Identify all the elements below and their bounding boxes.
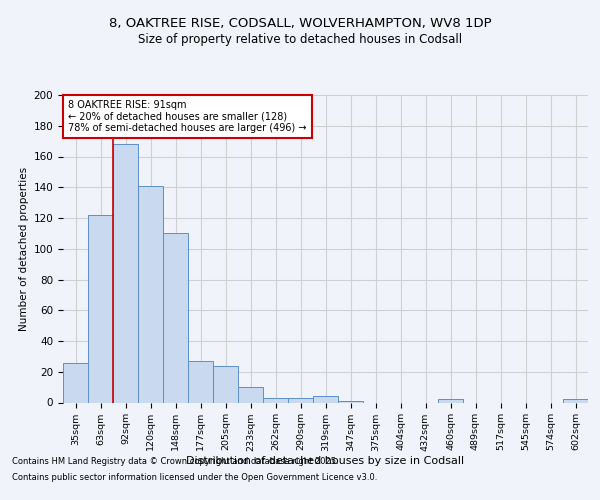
Bar — [63, 362, 88, 403]
Bar — [438, 400, 463, 402]
Bar — [563, 400, 588, 402]
Bar — [88, 215, 113, 402]
Text: Size of property relative to detached houses in Codsall: Size of property relative to detached ho… — [138, 32, 462, 46]
Bar — [138, 186, 163, 402]
Bar — [163, 234, 188, 402]
X-axis label: Distribution of detached houses by size in Codsall: Distribution of detached houses by size … — [187, 456, 464, 466]
Bar — [263, 398, 288, 402]
Bar — [313, 396, 338, 402]
Bar — [113, 144, 138, 403]
Bar — [188, 361, 213, 403]
Bar — [213, 366, 238, 403]
Bar — [238, 387, 263, 402]
Text: 8, OAKTREE RISE, CODSALL, WOLVERHAMPTON, WV8 1DP: 8, OAKTREE RISE, CODSALL, WOLVERHAMPTON,… — [109, 18, 491, 30]
Text: 8 OAKTREE RISE: 91sqm
← 20% of detached houses are smaller (128)
78% of semi-det: 8 OAKTREE RISE: 91sqm ← 20% of detached … — [68, 100, 307, 133]
Y-axis label: Number of detached properties: Number of detached properties — [19, 166, 29, 331]
Text: Contains HM Land Registry data © Crown copyright and database right 2025.: Contains HM Land Registry data © Crown c… — [12, 458, 338, 466]
Bar — [338, 401, 363, 402]
Text: Contains public sector information licensed under the Open Government Licence v3: Contains public sector information licen… — [12, 472, 377, 482]
Bar — [288, 398, 313, 402]
